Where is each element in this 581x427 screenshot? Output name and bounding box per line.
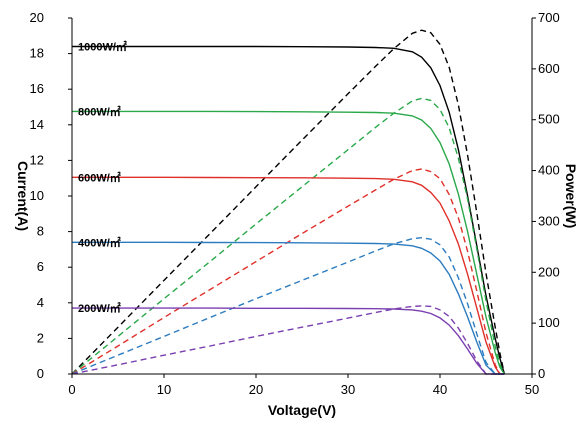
y2-tick-label: 300 bbox=[538, 213, 560, 228]
axes bbox=[71, 18, 533, 375]
y2-tick-label: 600 bbox=[538, 61, 560, 76]
x-tick-label: 40 bbox=[433, 382, 447, 397]
y-tick-label: 12 bbox=[30, 152, 44, 167]
y2-tick-label: 200 bbox=[538, 264, 560, 279]
power-curve bbox=[71, 168, 505, 375]
irradiance-label: 400W/㎡ bbox=[78, 235, 121, 249]
y-tick-label: 14 bbox=[30, 117, 44, 132]
y2-tick-label: 100 bbox=[538, 315, 560, 330]
y2-axis-title: Power(W) bbox=[563, 164, 579, 229]
y-tick-label: 20 bbox=[30, 10, 44, 25]
y-tick-label: 16 bbox=[30, 81, 44, 96]
x-axis-title: Voltage(V) bbox=[268, 402, 336, 418]
irradiance-label: 600W/㎡ bbox=[78, 170, 121, 184]
current-curve bbox=[72, 110, 505, 375]
plot-series bbox=[71, 29, 506, 375]
y2-tick-label: 0 bbox=[538, 366, 545, 381]
power-curve bbox=[71, 97, 506, 375]
y-tick-label: 10 bbox=[30, 188, 44, 203]
y-tick-label: 6 bbox=[37, 259, 44, 274]
y-axis-title: Current(A) bbox=[15, 161, 31, 231]
y-tick-label: 8 bbox=[37, 224, 44, 239]
x-tick-label: 50 bbox=[525, 382, 539, 397]
x-tick-label: 30 bbox=[341, 382, 355, 397]
irradiance-label: 800W/㎡ bbox=[78, 104, 121, 118]
current-curve bbox=[72, 307, 505, 375]
power-curve bbox=[71, 236, 505, 375]
curve-labels: 1000W/㎡ 800W/㎡ 600W/㎡ 400W/㎡ 200W/㎡ bbox=[78, 39, 127, 315]
irradiance-label: 200W/㎡ bbox=[78, 301, 121, 315]
y2-tick-label: 400 bbox=[538, 163, 560, 178]
y-tick-label: 4 bbox=[37, 295, 44, 310]
y-tick-label: 2 bbox=[37, 330, 44, 345]
y2-tick-label: 700 bbox=[538, 10, 560, 25]
current-curve bbox=[72, 176, 505, 375]
y-tick-label: 18 bbox=[30, 46, 44, 61]
current-curve bbox=[72, 241, 505, 375]
ticks: 0 10 20 30 40 5002468101214161820010020030040… bbox=[30, 10, 560, 397]
current-curve bbox=[72, 45, 506, 375]
x-tick-label: 20 bbox=[249, 382, 263, 397]
power-curve bbox=[71, 29, 506, 375]
x-tick-label: 0 bbox=[68, 382, 75, 397]
power-curve bbox=[71, 305, 505, 375]
x-tick-label: 10 bbox=[157, 382, 171, 397]
irradiance-label: 1000W/㎡ bbox=[78, 39, 127, 53]
y-tick-label: 0 bbox=[37, 366, 44, 381]
y2-tick-label: 500 bbox=[538, 112, 560, 127]
